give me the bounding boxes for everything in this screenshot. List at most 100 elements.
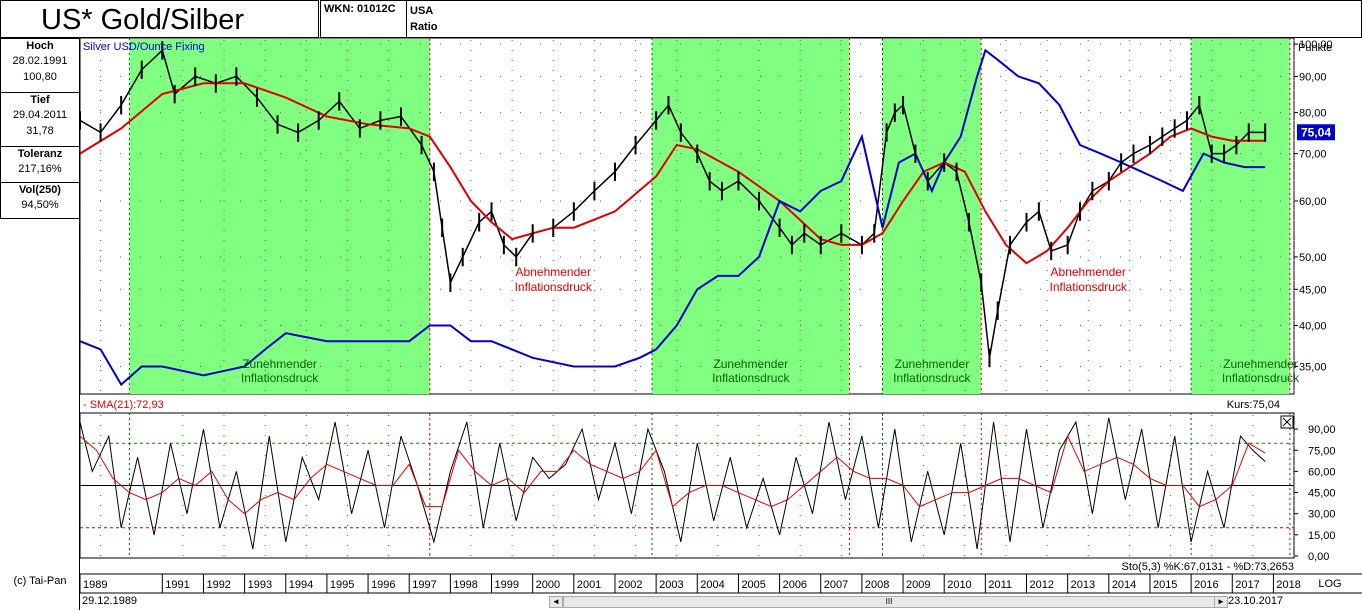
x-axis: 1989 1991 1992 1993 1994 1995 1996 1997 1998 1999… [79, 574, 1301, 593]
xtick-label-15: 2005 [741, 579, 765, 591]
xtick-label-4: 1994 [289, 579, 313, 591]
zone-0 [129, 39, 430, 394]
xtick-label-23: 2013 [1071, 579, 1095, 591]
xtick-label-20: 2010 [947, 579, 971, 591]
stochastic-series [79, 417, 1266, 550]
stat-vol-label: Vol(250) [19, 184, 61, 196]
xtick-label-25: 2015 [1153, 579, 1177, 591]
xtick-label-17: 2007 [824, 579, 848, 591]
stat-tief-date: 29.04.2011 [12, 109, 68, 121]
legend-sma: - SMA(21):72,93 [83, 399, 164, 411]
xtick-label-10: 2000 [536, 579, 560, 591]
xtick-label-3: 1993 [248, 579, 272, 591]
zone-label-0-line2: Inflationsdruck [241, 371, 319, 385]
xtick-label-11: 2001 [577, 579, 601, 591]
stat-vol-value: 94,50% [21, 199, 59, 211]
zone-3 [1191, 39, 1290, 394]
stat-hoch-value: 100,80 [23, 71, 57, 83]
zone-label-3-line1: Zunehmender [1223, 357, 1298, 371]
xtick-label-24: 2014 [1112, 579, 1136, 591]
xtick-label-7: 1997 [412, 579, 436, 591]
stoch-ytick-label-4: 60,00 [1308, 466, 1336, 478]
copyright: (c) Tai-Pan [13, 575, 67, 587]
xtick-label-22: 2012 [1030, 579, 1054, 591]
close-stoch-button[interactable] [1280, 415, 1294, 429]
stoch-ytick-label-5: 75,00 [1308, 445, 1336, 457]
xtick-label-5: 1995 [330, 579, 354, 591]
country-label: USA [410, 5, 434, 17]
series-silver-usd-ounce-fixing [79, 48, 1266, 387]
main-y-axis: 35,00 40,00 45,00 50,00 60,00 70,00 80,00 90,00… [1294, 39, 1333, 373]
xtick-label-2: 1992 [206, 579, 230, 591]
xtick-label-18: 2008 [865, 579, 889, 591]
xtick-label-19: 2009 [906, 579, 930, 591]
stat-toleranz-label: Toleranz [17, 148, 63, 160]
ytick-label-4: 60,00 [1299, 196, 1327, 208]
xtick-label-21: 2011 [988, 579, 1012, 591]
start-date: 29.12.1989 [82, 595, 138, 607]
ytick-label-5: 70,00 [1299, 149, 1327, 161]
zone-label-1-line1: Zunehmender [713, 357, 788, 371]
zone-label-1-line2: Inflationsdruck [712, 371, 790, 385]
ytick-label-7: 90,00 [1299, 71, 1327, 83]
ytick-label-8: 100,00 [1299, 39, 1333, 51]
stat-toleranz-value: 217,16% [18, 163, 62, 175]
log-scale-toggle[interactable]: LOG [1318, 578, 1342, 590]
stat-hoch-date: 28.02.1991 [12, 55, 68, 67]
xtick-label-9: 1999 [495, 579, 519, 591]
ytick-label-0: 35,00 [1299, 361, 1327, 373]
xtick-label-8: 1998 [453, 579, 477, 591]
xtick-label-6: 1996 [371, 579, 395, 591]
xtick-label-0: 1989 [83, 579, 107, 591]
stoch-ytick-label-1: 15,00 [1308, 530, 1336, 542]
time-scrollbar[interactable]: III [563, 596, 1215, 608]
type-label: Ratio [410, 21, 438, 33]
scroll-grip[interactable]: III [885, 597, 893, 606]
ytick-label-2: 45,00 [1299, 284, 1327, 296]
zone-label-2-line2: Inflationsdruck [893, 371, 971, 385]
current-value-text: 75,04 [1301, 125, 1331, 139]
zone-boundary-lines [128, 38, 1291, 558]
xtick-label-27: 2017 [1235, 579, 1259, 591]
stat-hoch-label: Hoch [26, 40, 54, 52]
xtick-label-13: 2003 [659, 579, 683, 591]
annotation-0-line1: Abnehmender [516, 265, 591, 279]
zone-label-0-line1: Zunehmender [242, 357, 317, 371]
xtick-label-26: 2016 [1194, 579, 1218, 591]
xtick-label-14: 2004 [700, 579, 724, 591]
legend-silver: Silver USD/Ounce Fixing [83, 41, 205, 53]
stoch-reference-lines [80, 442, 1294, 529]
kurs-label: Kurs:75,04 [1227, 399, 1280, 411]
stoch-y-axis: 0,00 15,00 30,00 45,00 60,00 75,00 90,00 [1294, 424, 1336, 563]
scroll-right-button[interactable]: ► [1214, 596, 1228, 608]
stoch-ytick-label-0: 0,00 [1308, 551, 1329, 563]
zone-label-3-line2: Inflationsdruck [1222, 371, 1300, 385]
xtick-label-16: 2006 [783, 579, 807, 591]
ytick-label-6: 80,00 [1299, 108, 1327, 120]
stat-tief-label: Tief [30, 94, 50, 106]
scroll-left-button[interactable]: ◄ [549, 596, 563, 608]
stoch-ytick-label-2: 30,00 [1308, 509, 1336, 521]
stoch-ytick-label-6: 90,00 [1308, 424, 1336, 436]
annotation-1-line2: Inflationsdruck [1050, 280, 1128, 294]
stoch-ytick-label-3: 45,00 [1308, 488, 1336, 500]
xtick-label-28: 2018 [1276, 579, 1300, 591]
annotation-1-line1: Abnehmender [1051, 265, 1126, 279]
stat-tief-value: 31,78 [26, 125, 54, 137]
inflation-zones [129, 39, 1290, 394]
zone-label-2-line1: Zunehmender [894, 357, 969, 371]
xtick-label-12: 2002 [618, 579, 642, 591]
y-axis-label: Punkte [1298, 42, 1332, 54]
zone-2 [882, 39, 982, 394]
ytick-label-3: 50,00 [1299, 252, 1327, 264]
end-date: 23.10.2017 [1228, 595, 1284, 607]
current-value-badge: 75,04 [1297, 124, 1335, 141]
price-series [79, 41, 1267, 387]
stoch-series-pct-k [79, 417, 1266, 550]
stat-tief: Tief 29.04.2011 31,78 [0, 92, 80, 147]
xtick-label-1: 1991 [165, 579, 189, 591]
stoch-series-pct-d [79, 434, 1266, 515]
ytick-label-1: 40,00 [1299, 320, 1327, 332]
zone-labels: ZunehmenderInflationsdruckZunehmenderInf… [241, 265, 1300, 385]
